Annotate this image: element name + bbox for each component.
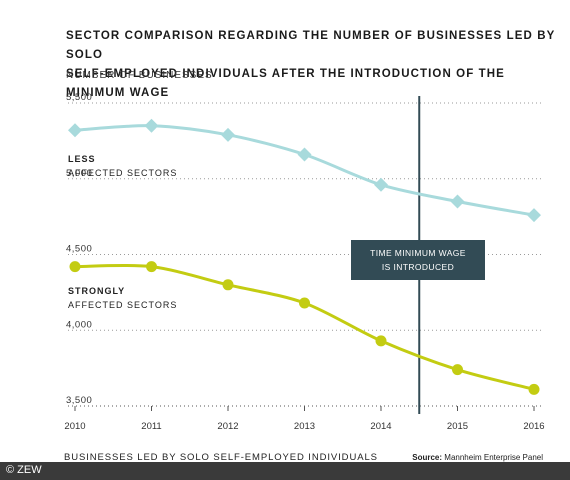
data-point-less-2016: [527, 208, 541, 223]
y-axis-label: NUMBER OF BUSINESSES: [66, 70, 213, 81]
copyright-bar: © ZEW: [0, 462, 570, 480]
chart-title: SECTOR COMPARISON REGARDING THE NUMBER O…: [66, 27, 556, 103]
x-axis-caption: BUSINESSES LED BY SOLO SELF-EMPLOYED IND…: [64, 452, 378, 463]
source-text: Mannheim Enterprise Panel: [444, 453, 543, 462]
annotation-line-2: IS INTRODUCED: [381, 262, 455, 272]
y-tick-label-5000: 5,000: [66, 168, 92, 179]
minimum-wage-annotation: TIME MINIMUM WAGE IS INTRODUCED: [351, 240, 485, 280]
data-point-strongly-2013: [299, 297, 310, 309]
chart-title-line-1: SECTOR COMPARISON REGARDING THE NUMBER O…: [66, 30, 556, 61]
chart-title-line-2: SELF-EMPLOYED INDIVIDUALS AFTER THE INTR…: [66, 68, 505, 99]
x-tick-label-2013: 2013: [294, 421, 315, 432]
x-tick-label-2015: 2015: [447, 421, 468, 432]
annotation-line-1: TIME MINIMUM WAGE: [370, 248, 466, 258]
x-tick-label-2016: 2016: [523, 421, 544, 432]
series-label-less: LESS AFFECTED SECTORS: [68, 152, 177, 180]
series-label-strongly-bold: STRONGLY: [68, 286, 126, 296]
x-tick-label-2012: 2012: [217, 421, 238, 432]
data-point-strongly-2016: [528, 383, 540, 395]
y-tick-label-5500: 5,500: [66, 92, 92, 103]
source-note: Source: Mannheim Enterprise Panel: [412, 453, 543, 462]
data-point-strongly-2012: [222, 279, 234, 291]
data-point-less-2011: [144, 118, 159, 133]
data-point-less-2010: [68, 123, 82, 138]
data-point-strongly-2015: [452, 364, 463, 376]
x-tick-label-2014: 2014: [370, 421, 391, 432]
x-tick-label-2011: 2011: [141, 421, 161, 432]
data-point-less-2012: [221, 127, 235, 142]
series-label-strongly: STRONGLY AFFECTED SECTORS: [68, 284, 177, 312]
series-label-less-bold: LESS: [68, 154, 96, 164]
data-point-less-2015: [450, 194, 465, 209]
y-tick-label-3500: 3,500: [66, 395, 92, 406]
series-label-strongly-regular: AFFECTED SECTORS: [68, 300, 178, 310]
data-point-less-2013: [297, 147, 312, 162]
series-label-less-regular: AFFECTED SECTORS: [68, 168, 178, 178]
data-point-strongly-2010: [69, 261, 81, 273]
data-point-strongly-2014: [375, 335, 387, 347]
y-tick-label-4000: 4,000: [66, 319, 92, 330]
copyright-text: © ZEW: [6, 464, 42, 476]
source-label: Source:: [412, 453, 443, 462]
y-tick-label-4500: 4,500: [66, 244, 92, 255]
data-point-strongly-2011: [146, 261, 157, 273]
data-point-less-2014: [374, 177, 388, 192]
x-tick-label-2010: 2010: [64, 421, 85, 432]
